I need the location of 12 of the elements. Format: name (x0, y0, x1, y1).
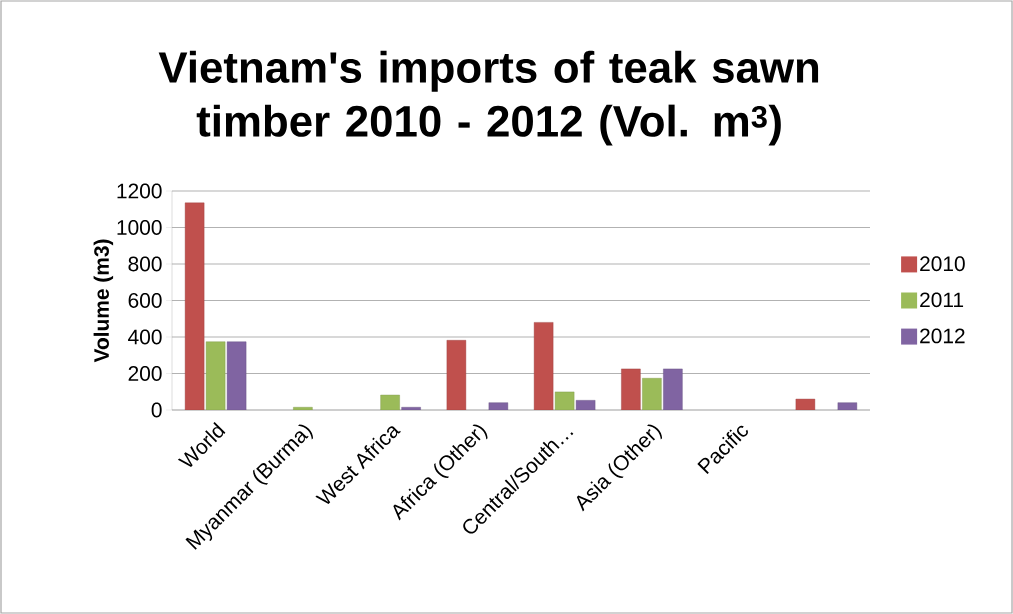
y-tick-label: 1000 (117, 220, 162, 235)
y-tick-label: 400 (128, 329, 162, 345)
legend-label: 2010 (920, 256, 965, 272)
y-tick-label: 0 (151, 402, 162, 418)
y-tick-label: 1200 (117, 183, 162, 199)
y-tick-label: 600 (128, 293, 162, 308)
legend-label: 2011 (920, 292, 964, 308)
y-axis-title: Volume (m3) (93, 239, 114, 363)
y-tick-label: 200 (128, 366, 162, 381)
legend-label: 2012 (920, 328, 965, 344)
chart-title: Vietnam's imports of teak sawn timber 2010 - 2012 (Vol. m$^{3}$) (158, 50, 819, 146)
y-tick-label: 800 (128, 256, 162, 272)
